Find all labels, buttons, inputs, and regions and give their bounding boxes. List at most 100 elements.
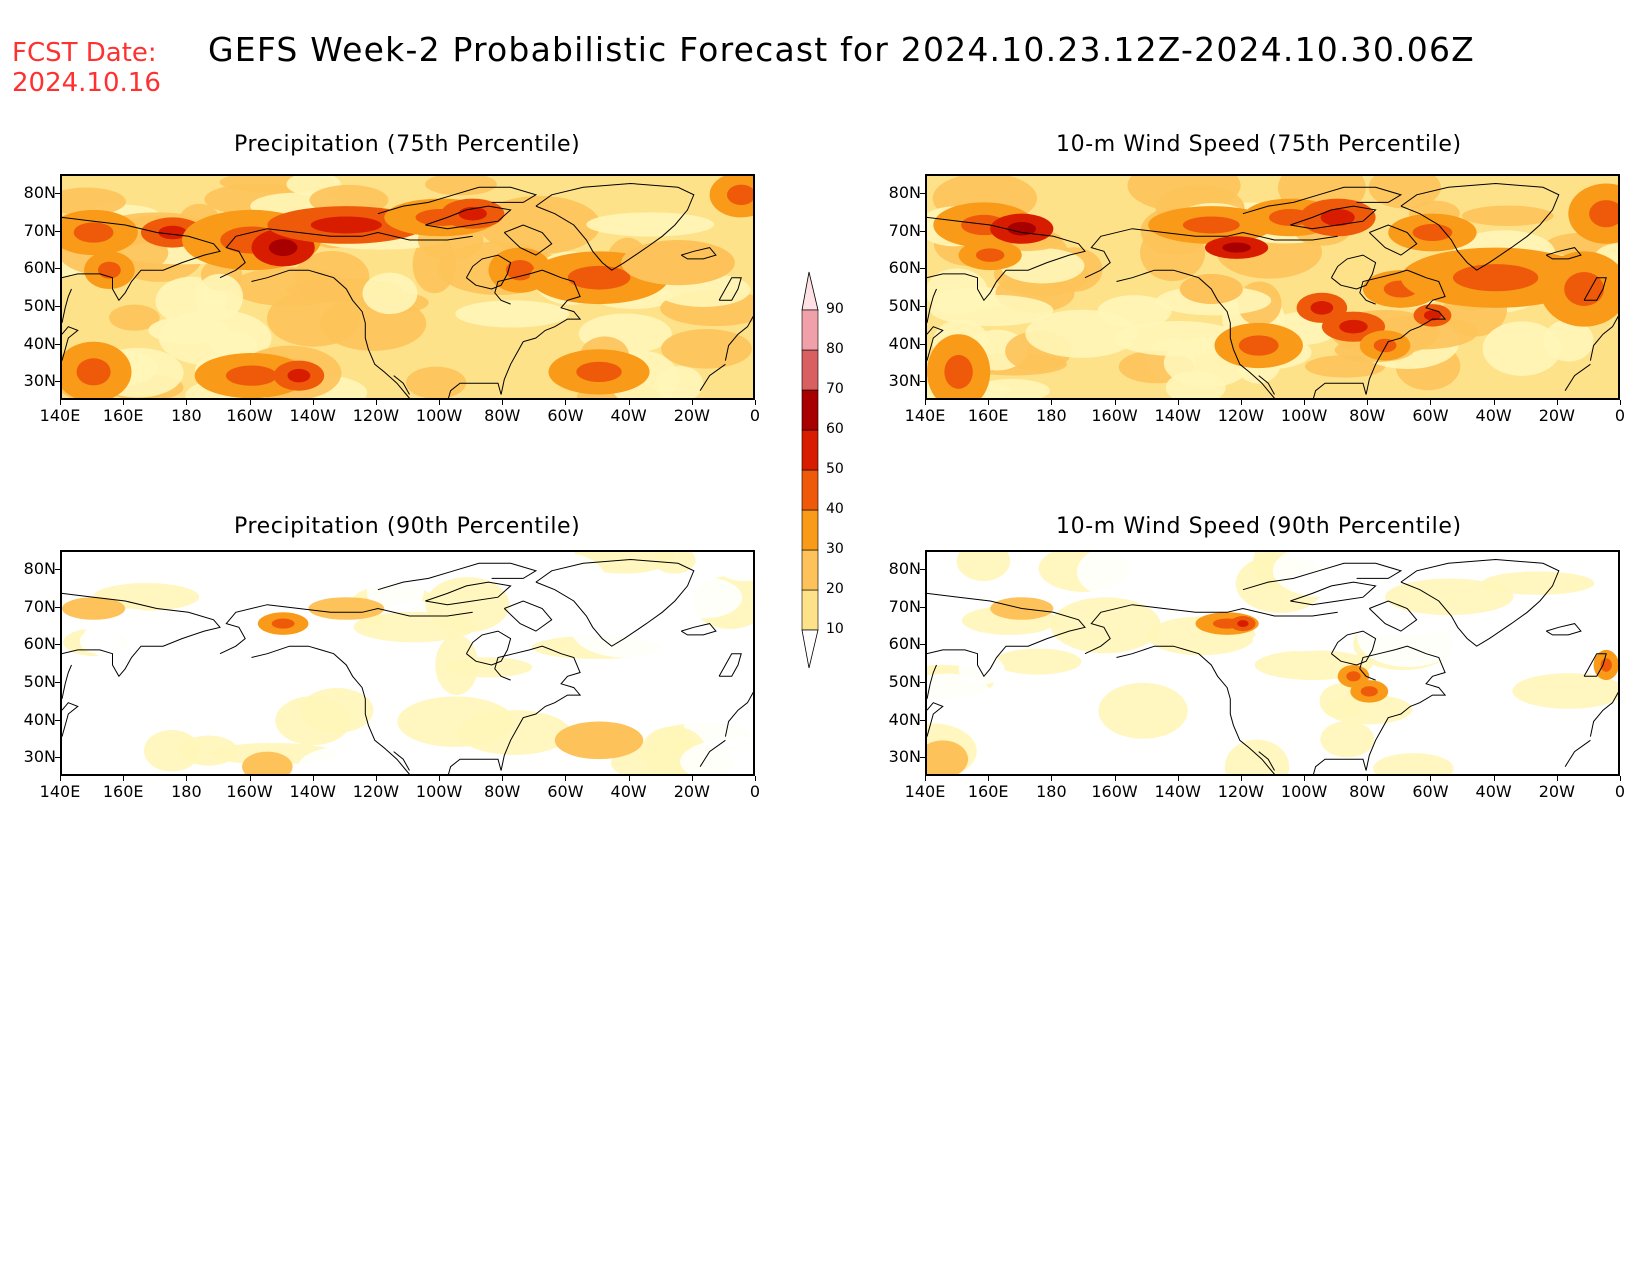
- coastline: [927, 592, 1086, 678]
- lon-tick: [1493, 400, 1495, 405]
- field-patch: [1022, 728, 1064, 764]
- lon-tick-label: 160W: [1091, 406, 1138, 425]
- lon-tick-label: 60W: [1412, 782, 1449, 801]
- panel-title-precip75: Precipitation (75th Percentile): [234, 132, 581, 157]
- coastline: [62, 702, 79, 737]
- lon-tick: [988, 400, 990, 405]
- coastline: [1330, 254, 1377, 290]
- colorbar-segment: [801, 589, 819, 631]
- lon-tick-label: 80W: [1349, 782, 1386, 801]
- lon-tick-label: 140W: [289, 406, 336, 425]
- lon-tick-label: 120W: [1217, 406, 1265, 425]
- coastline: [724, 315, 753, 361]
- probability-core: [310, 216, 382, 234]
- coastline: [535, 558, 695, 647]
- lon-tick-label: 180: [171, 406, 202, 425]
- lat-tick-label: 40N: [888, 709, 921, 729]
- forecast-date-label: FCST Date:: [12, 38, 157, 68]
- lon-tick: [1493, 776, 1495, 781]
- lon-tick-label: 80W: [484, 782, 521, 801]
- lat-tick: [920, 230, 925, 232]
- colorbar-segment: [801, 309, 819, 351]
- field-patch: [148, 316, 229, 344]
- coastline: [927, 216, 1086, 302]
- field-patch: [1224, 739, 1290, 774]
- lon-tick: [1620, 400, 1621, 405]
- lat-tick: [55, 192, 60, 194]
- lon-tick-label: 180: [1036, 406, 1067, 425]
- field-patch: [1165, 371, 1226, 398]
- coastline: [503, 600, 553, 632]
- field-patch: [1373, 753, 1454, 774]
- colorbar-label: 90: [826, 301, 844, 317]
- coastline: [377, 562, 538, 591]
- probability-core: [1182, 216, 1240, 234]
- field-patch: [663, 576, 743, 619]
- colorbar: [801, 271, 819, 669]
- lon-tick: [312, 400, 314, 405]
- coastline: [1330, 630, 1377, 666]
- colorbar-label: 70: [826, 381, 844, 397]
- probability-core: [1320, 208, 1355, 226]
- coastline: [251, 645, 410, 774]
- lat-tick: [920, 719, 925, 721]
- lon-tick-label: 180: [171, 782, 202, 801]
- lon-tick-label: 60W: [547, 406, 584, 425]
- map-panel-wind75: [925, 174, 1620, 400]
- probability-core: [1237, 620, 1249, 627]
- probability-core: [1360, 686, 1378, 697]
- probability-core: [1310, 301, 1334, 315]
- lon-tick: [565, 400, 567, 405]
- coastline: [1368, 600, 1418, 632]
- lon-tick: [1367, 400, 1369, 405]
- lat-tick: [920, 192, 925, 194]
- panel-title-wind90: 10-m Wind Speed (90th Percentile): [1056, 514, 1462, 539]
- field-patch: [62, 700, 105, 751]
- coastline: [448, 645, 582, 774]
- probability-core: [1589, 200, 1618, 228]
- coastline: [1589, 315, 1618, 361]
- field-patch: [1357, 608, 1460, 668]
- map-panel-precip90: [60, 550, 755, 776]
- lon-tick: [502, 400, 504, 405]
- lon-tick-label: 160E: [102, 406, 144, 425]
- coastline: [1242, 562, 1403, 591]
- colorbar-label: 40: [826, 501, 844, 517]
- lat-tick: [920, 644, 925, 646]
- field-patch: [1482, 321, 1562, 376]
- coastline: [1242, 186, 1403, 215]
- colorbar-bottom-arrow: [801, 629, 819, 669]
- map-canvas: [62, 176, 753, 398]
- field-patch: [116, 671, 232, 695]
- lon-tick: [565, 776, 567, 781]
- lat-tick-label: 80N: [23, 558, 56, 578]
- lon-tick-label: 100W: [1280, 406, 1328, 425]
- lat-tick: [920, 681, 925, 683]
- field-patch: [455, 300, 570, 328]
- probability-core: [1423, 310, 1441, 321]
- lon-tick-label: 140E: [39, 406, 81, 425]
- probability-core: [1373, 338, 1397, 353]
- coastline: [1313, 645, 1447, 774]
- lat-tick-label: 70N: [23, 220, 56, 240]
- coastline: [1084, 604, 1338, 655]
- probability-core: [567, 265, 631, 290]
- field-patch: [958, 654, 1005, 685]
- colorbar-label: 10: [826, 621, 844, 637]
- lon-tick: [755, 400, 756, 405]
- field-patch: [425, 577, 510, 633]
- field-patch: [119, 695, 167, 736]
- coastline: [927, 702, 944, 737]
- lon-tick-label: 140E: [904, 782, 946, 801]
- lon-tick-label: 0: [1614, 782, 1626, 801]
- lon-tick: [1430, 400, 1432, 405]
- lat-tick: [55, 268, 60, 270]
- field-patch: [435, 635, 479, 695]
- field-patch: [586, 212, 714, 237]
- coastline: [1583, 653, 1607, 677]
- lon-tick-label: 100W: [1280, 782, 1328, 801]
- lat-tick-label: 60N: [888, 634, 921, 654]
- panel-title-wind75: 10-m Wind Speed (75th Percentile): [1056, 132, 1462, 157]
- lon-tick-label: 160W: [226, 782, 273, 801]
- lat-tick-label: 70N: [888, 220, 921, 240]
